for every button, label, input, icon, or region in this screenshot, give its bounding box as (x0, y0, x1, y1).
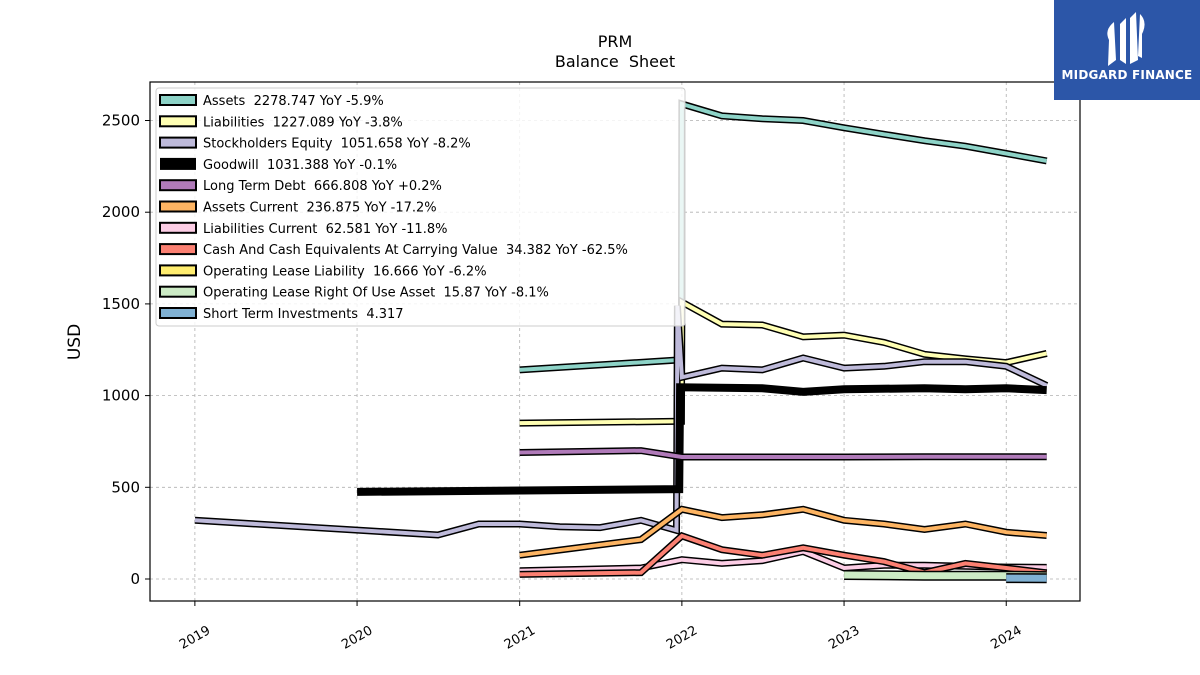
plot-frame (149, 81, 1081, 602)
series-line (194, 305, 1048, 538)
chart-subtitle: Balance Sheet (554, 52, 676, 71)
legend-item-long-term-debt: Long Term Debt 666.808 YoY +0.2% (159, 179, 442, 194)
legend-label: Liabilities 1227.089 YoY -3.8% (203, 115, 403, 130)
legend-swatch (159, 115, 197, 128)
legend-swatch (159, 221, 197, 234)
legend-item-liabilities-current: Liabilities Current 62.581 YoY -11.8% (159, 221, 447, 237)
series-line (357, 383, 1047, 496)
series-stockholders-equity (194, 305, 1049, 539)
legend-swatch (159, 243, 197, 256)
legend-item-liabilities: Liabilities 1227.089 YoY -3.8% (159, 115, 403, 130)
legend-label: Stockholders Equity 1051.658 YoY -8.2% (203, 137, 471, 152)
x-axis-ticks: 2019 2020 2021 2022 2023 2024 (177, 601, 1025, 653)
chart-title: PRM (597, 32, 633, 51)
legend-swatch (159, 200, 197, 213)
y-tick-label: 2500 (102, 112, 140, 130)
x-tick-label: 2019 (177, 623, 213, 653)
legend-box (155, 87, 686, 327)
legend-item-stockholders-equity: Stockholders Equity 1051.658 YoY -8.2% (159, 136, 471, 152)
logo-mark-icon (1054, 0, 1200, 100)
legend-label: Assets 2278.747 YoY -5.9% (203, 94, 384, 109)
legend-label: Operating Lease Right Of Use Asset 15.87… (203, 286, 549, 301)
legend-swatch (159, 179, 197, 192)
legend-swatch (159, 285, 197, 298)
series-line (519, 507, 1047, 558)
series-line (519, 448, 1047, 459)
y-tick-label: 500 (111, 478, 140, 496)
y-tick-label: 1000 (102, 387, 140, 405)
x-tick-label: 2020 (339, 623, 375, 653)
legend-item-assets-current: Assets Current 236.875 YoY -17.2% (159, 200, 437, 216)
legend: Assets 2278.747 YoY -5.9% Liabilities 122… (155, 87, 686, 327)
legend-label: Cash And Cash Equivalents At Carrying Va… (203, 243, 628, 258)
y-tick-label: 2000 (102, 203, 140, 221)
legend-swatch (159, 94, 197, 106)
logo-text: MIDGARD FINANCE (1061, 68, 1193, 82)
legend-swatch (159, 136, 197, 149)
y-axis-ticks: 0 500 1000 1500 2000 2500 (102, 112, 150, 588)
series-long-term-debt (519, 447, 1047, 461)
legend-label: Operating Lease Liability 16.666 YoY -6.… (203, 264, 487, 279)
series-goodwill (357, 383, 1047, 496)
series-assets-current (519, 505, 1047, 559)
x-tick-label: 2022 (664, 623, 700, 653)
legend-swatch (160, 157, 196, 170)
legend-item-assets: Assets 2278.747 YoY -5.9% (159, 94, 384, 109)
y-tick-label: 1500 (102, 295, 140, 313)
legend-item-goodwill: Goodwill 1031.388 YoY -0.1% (160, 157, 397, 173)
legend-item-operating-lease-right-of-use-asset: Operating Lease Right Of Use Asset 15.87… (159, 285, 549, 301)
legend-item-cash-and-cash-equivalents-at-carrying-value: Cash And Cash Equivalents At Carrying Va… (159, 243, 628, 258)
legend-label: Goodwill 1031.388 YoY -0.1% (203, 158, 397, 173)
y-tick-label: 0 (130, 570, 140, 588)
series-line (519, 533, 1047, 577)
legend-label: Liabilities Current 62.581 YoY -11.8% (203, 222, 447, 237)
x-tick-label: 2024 (988, 623, 1024, 653)
legend-label: Short Term Investments 4.317 (203, 307, 404, 322)
x-tick-label: 2021 (502, 623, 538, 653)
brand-logo: MIDGARD FINANCE (1054, 0, 1200, 100)
legend-swatch (159, 307, 197, 319)
y-axis-label: USD (65, 324, 85, 360)
series-cash-and-cash-equivalents-at-carrying-value (519, 531, 1048, 578)
legend-item-operating-lease-liability: Operating Lease Liability 16.666 YoY -6.… (159, 264, 487, 279)
x-tick-label: 2023 (826, 623, 862, 653)
legend-label: Assets Current 236.875 YoY -17.2% (203, 201, 437, 216)
legend-swatch (159, 264, 197, 277)
legend-label: Long Term Debt 666.808 YoY +0.2% (203, 179, 442, 194)
legend-item-short-term-investments: Short Term Investments 4.317 (159, 307, 404, 322)
